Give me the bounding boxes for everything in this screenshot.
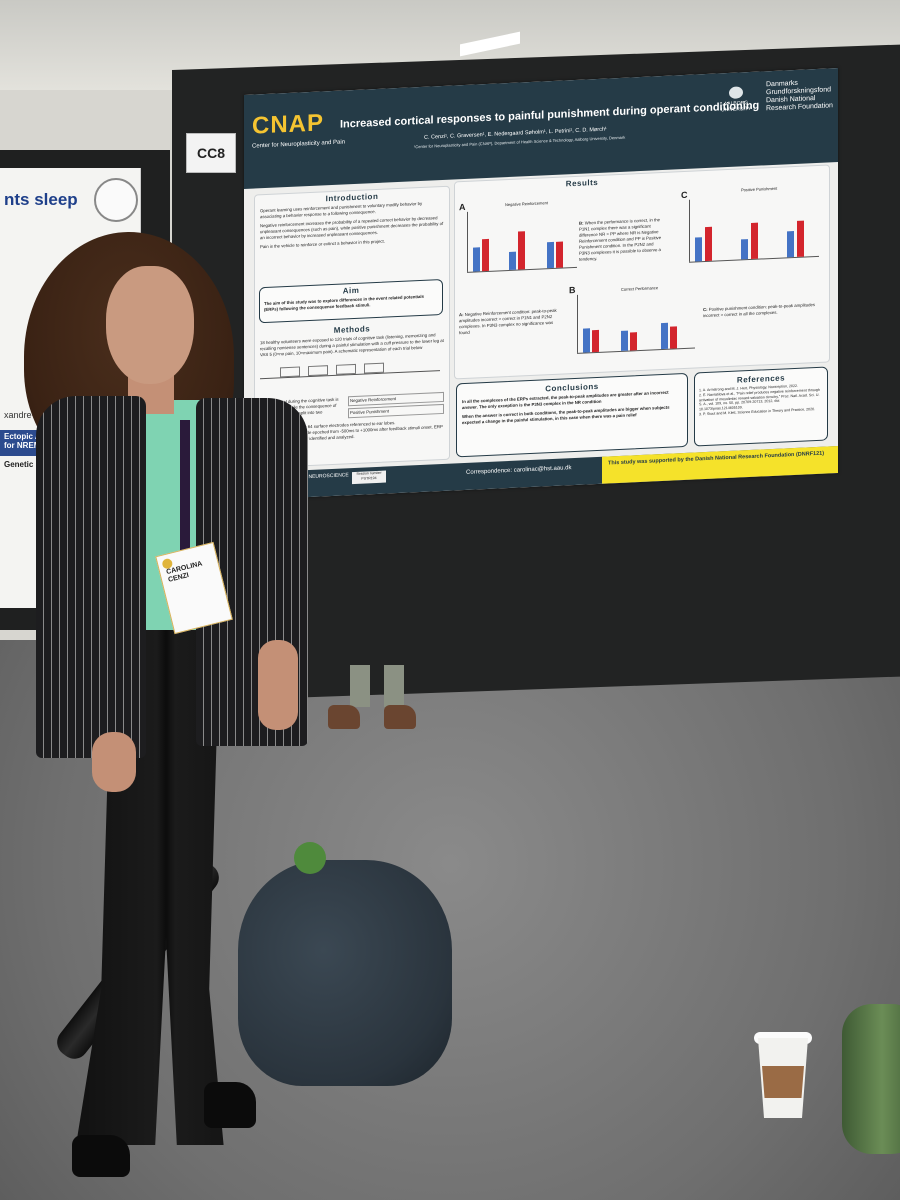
presenter-hand-right [258, 640, 298, 730]
neuroscience-logo-icon [94, 178, 138, 222]
results-section: Results A Negative Reinforcement B: When… [454, 164, 830, 380]
cnap-logo-subtitle: Center for Neuroplasticity and Pain [252, 139, 346, 150]
background-leg [384, 665, 404, 707]
trial-step [364, 362, 384, 374]
panel-c-title: Positive Punishment [741, 185, 778, 193]
results-text-c: C: Positive punishment condition: peak-t… [703, 302, 816, 319]
bar-incorrect [518, 231, 525, 270]
bar-correct [661, 322, 668, 350]
research-poster: CNAP Center for Neuroplasticity and Pain… [244, 68, 838, 501]
bar-incorrect [592, 329, 599, 353]
bar-incorrect [482, 238, 489, 272]
neighbor-poster-title: nts sleep [4, 190, 78, 209]
panel-a-label: A [459, 201, 466, 213]
jacket-on-floor [238, 860, 452, 1086]
trial-step [336, 363, 356, 375]
bar-correct [787, 231, 794, 258]
panel-a-yaxis [467, 211, 468, 272]
bar-correct [509, 251, 516, 270]
panel-b-yaxis [577, 294, 578, 353]
presenter-face [106, 266, 194, 384]
bar-correct [741, 239, 748, 260]
presenter-shoe [72, 1135, 130, 1177]
board-number-label: CC8 [186, 133, 236, 173]
session-number-box: Session number PSTR194 [352, 470, 386, 485]
bar-correct [547, 241, 554, 269]
bar-correct [695, 237, 702, 262]
background-person-legs [328, 665, 416, 735]
aim-box: Aim The aim of this study was to explore… [259, 278, 443, 324]
poster-tube-cap [294, 842, 326, 874]
bar-incorrect [797, 220, 804, 257]
bar-incorrect [751, 222, 758, 259]
bar-correct [583, 328, 590, 353]
results-text-c-body: Positive punishment condition: peak-to-p… [703, 302, 816, 319]
badge-name: CAROLINA CENZI [165, 560, 203, 584]
aau-logo: AALBORG UNIVERSITY [718, 86, 754, 114]
bar-incorrect [630, 332, 637, 351]
panel-c-label: C [681, 189, 688, 201]
trial-step [280, 366, 300, 378]
trial-diagram [260, 352, 444, 398]
background-shoe [384, 705, 416, 729]
background-leg [350, 665, 370, 707]
condition-positive-punishment: Positive Punishment [348, 403, 444, 419]
presenter-shoe [204, 1082, 256, 1128]
introduction-text: Operant learning uses reinforcement and … [255, 200, 449, 251]
dnrf-line: Research Foundation [766, 102, 833, 113]
bar-correct [621, 330, 628, 351]
panel-c-yaxis [689, 199, 690, 262]
trial-step [308, 365, 328, 377]
conclusions-box: Conclusions In all the complexes of the … [456, 372, 688, 458]
correspondence-email: Correspondence: carolinac@hst.aau.dk [466, 465, 572, 476]
presenter-hand-left [92, 732, 136, 792]
coffee-cup-sleeve [762, 1066, 804, 1098]
results-text-b-body: When the performance is correct, in the … [579, 217, 662, 262]
panel-b-title: Correct Performance [621, 285, 659, 292]
bar-incorrect [670, 326, 677, 349]
dnrf-logo: Danmarks Grundforskningsfond Danish Nati… [766, 78, 833, 113]
presenter-blazer-left [36, 396, 146, 758]
results-text-b: B: When the performance is correct, in t… [579, 217, 662, 262]
panel-b-label: B [569, 284, 576, 296]
aau-wave-icon [729, 86, 743, 99]
poster-title: Increased cortical responses to painful … [340, 99, 760, 131]
cnap-logo: CNAP [252, 109, 325, 140]
panel-a-title: Negative Reinforcement [505, 200, 548, 208]
green-backpack [842, 1004, 900, 1154]
bar-incorrect [556, 241, 563, 268]
bar-correct [473, 247, 480, 272]
bar-incorrect [705, 226, 712, 262]
condition-table: Negative Reinforcement Positive Punishme… [348, 391, 444, 420]
results-text-a-body: Negative Reinforcement condition: peak-t… [459, 307, 557, 336]
results-text-a: A: Negative Reinforcement condition: pea… [459, 307, 557, 336]
references-box: References 1. A. Armstrong and M. J. Her… [694, 366, 828, 447]
background-shoe [328, 705, 360, 729]
conference-lanyard [180, 420, 190, 560]
aau-label: AALBORG UNIVERSITY [720, 100, 751, 114]
